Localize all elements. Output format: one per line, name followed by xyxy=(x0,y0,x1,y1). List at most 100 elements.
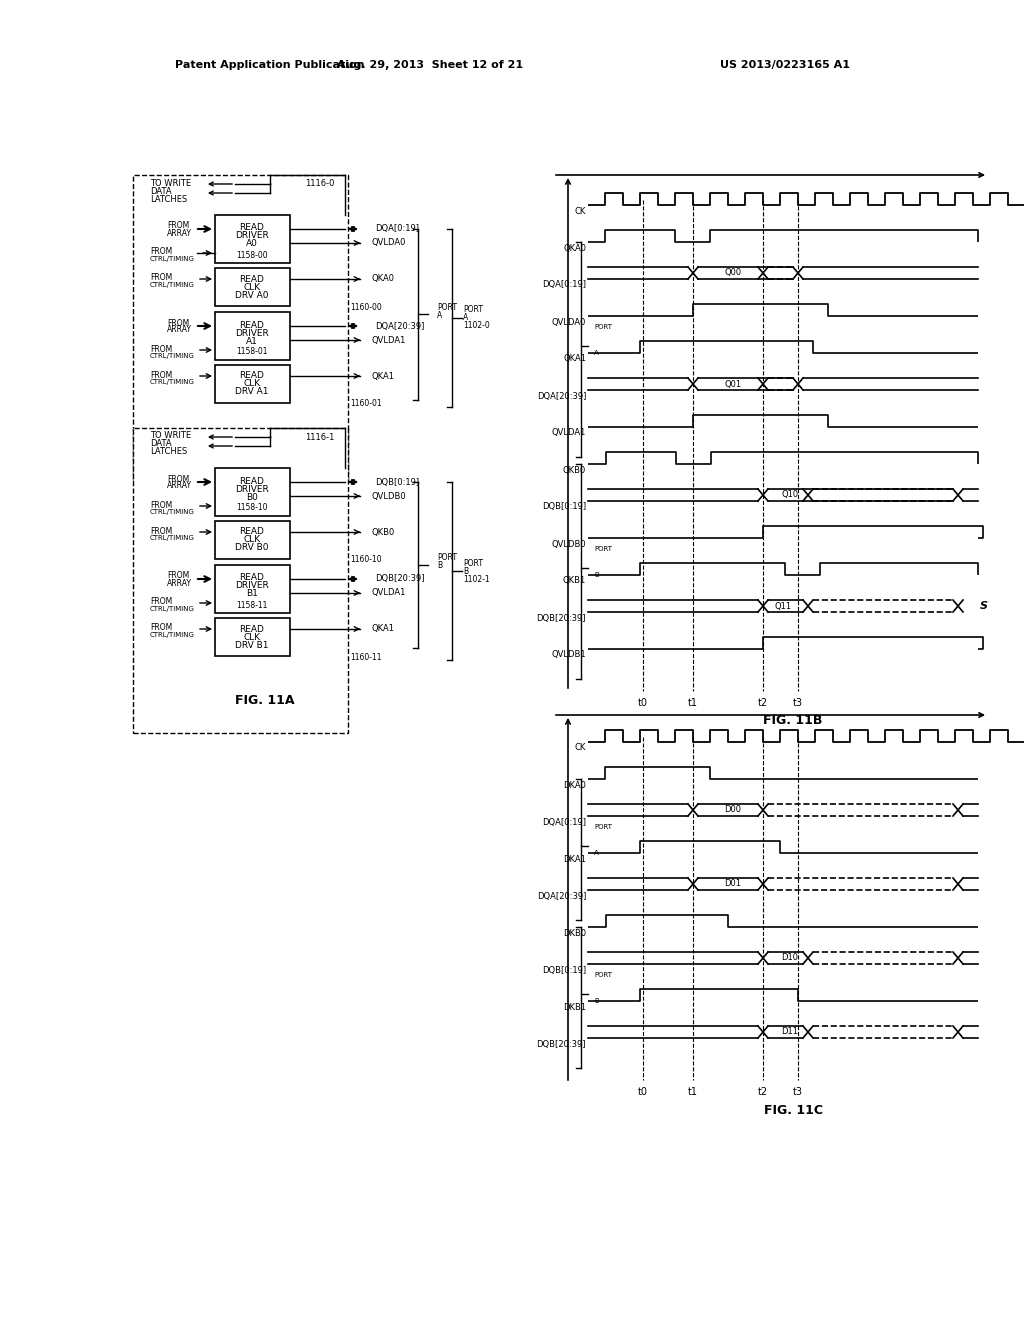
Text: DRIVER: DRIVER xyxy=(236,582,269,590)
Text: LATCHES: LATCHES xyxy=(150,194,187,203)
Text: 1160-11: 1160-11 xyxy=(350,652,382,661)
Text: S: S xyxy=(980,601,988,611)
Text: LATCHES: LATCHES xyxy=(150,447,187,457)
Text: PORT: PORT xyxy=(463,558,483,568)
Text: QKA1: QKA1 xyxy=(372,371,395,380)
Text: QKB0: QKB0 xyxy=(563,466,586,474)
Text: t1: t1 xyxy=(688,1086,698,1097)
Text: DQB[20:39]: DQB[20:39] xyxy=(537,1040,586,1048)
Text: READ: READ xyxy=(240,528,264,536)
Text: QKA1: QKA1 xyxy=(563,355,586,363)
Text: READ: READ xyxy=(240,275,264,284)
Text: DRV A1: DRV A1 xyxy=(236,388,268,396)
Text: DQB[20:39]: DQB[20:39] xyxy=(375,574,425,583)
Text: Q11: Q11 xyxy=(774,602,792,610)
Text: QVLDB1: QVLDB1 xyxy=(551,651,586,660)
Bar xyxy=(215,565,290,612)
Text: QKB1: QKB1 xyxy=(563,577,586,586)
Text: A: A xyxy=(594,350,599,356)
Text: US 2013/0223165 A1: US 2013/0223165 A1 xyxy=(720,59,850,70)
Text: READ: READ xyxy=(240,477,264,486)
Text: CTRL/TIMING: CTRL/TIMING xyxy=(150,632,195,638)
Bar xyxy=(215,469,290,516)
Text: DKA1: DKA1 xyxy=(563,854,586,863)
Text: 1158-00: 1158-00 xyxy=(237,251,268,260)
Text: DQB[0:19]: DQB[0:19] xyxy=(375,478,419,487)
Text: DQB[0:19]: DQB[0:19] xyxy=(542,503,586,511)
Text: Aug. 29, 2013  Sheet 12 of 21: Aug. 29, 2013 Sheet 12 of 21 xyxy=(337,59,523,70)
Text: B: B xyxy=(437,561,442,570)
Text: PORT: PORT xyxy=(594,325,612,330)
Text: CTRL/TIMING: CTRL/TIMING xyxy=(150,379,195,385)
Text: DRV A0: DRV A0 xyxy=(236,290,268,300)
Text: t2: t2 xyxy=(758,698,768,708)
Text: B1: B1 xyxy=(246,590,258,598)
Bar xyxy=(215,366,290,403)
Text: Q10: Q10 xyxy=(781,491,799,499)
Text: FROM: FROM xyxy=(150,345,172,354)
Text: DRIVER: DRIVER xyxy=(236,484,269,494)
Text: 1160-01: 1160-01 xyxy=(350,400,382,408)
Text: QKA0: QKA0 xyxy=(563,243,586,252)
Text: FROM: FROM xyxy=(150,371,172,380)
Text: B: B xyxy=(594,572,599,578)
Text: FROM: FROM xyxy=(167,572,189,581)
Text: QKA0: QKA0 xyxy=(372,275,395,284)
Text: DRV B0: DRV B0 xyxy=(236,544,268,553)
Text: PORT: PORT xyxy=(463,305,483,314)
Text: CLK: CLK xyxy=(244,632,260,642)
Text: DQA[20:39]: DQA[20:39] xyxy=(537,891,586,900)
Text: 1160-00: 1160-00 xyxy=(350,302,382,312)
Text: 1102-0: 1102-0 xyxy=(463,322,489,330)
Text: 1158-11: 1158-11 xyxy=(237,601,267,610)
Text: A0: A0 xyxy=(246,239,258,248)
Text: t2: t2 xyxy=(758,1086,768,1097)
Text: QVLDA1: QVLDA1 xyxy=(372,335,407,345)
Text: 1160-10: 1160-10 xyxy=(350,556,382,565)
Bar xyxy=(133,428,348,733)
Text: CTRL/TIMING: CTRL/TIMING xyxy=(150,282,195,288)
Text: 1102-1: 1102-1 xyxy=(463,574,489,583)
Text: QVLDB0: QVLDB0 xyxy=(551,540,586,549)
Text: READ: READ xyxy=(240,321,264,330)
Text: Patent Application Publication: Patent Application Publication xyxy=(175,59,365,70)
Text: QVLDA1: QVLDA1 xyxy=(372,589,407,598)
Text: A1: A1 xyxy=(246,337,258,346)
Text: READ: READ xyxy=(240,371,264,380)
Bar xyxy=(215,215,290,263)
Text: ARRAY: ARRAY xyxy=(167,578,193,587)
Text: t0: t0 xyxy=(638,1086,648,1097)
Text: DQB[0:19]: DQB[0:19] xyxy=(542,965,586,974)
Text: CLK: CLK xyxy=(244,380,260,388)
Text: PORT: PORT xyxy=(594,546,612,552)
Text: QVLDA0: QVLDA0 xyxy=(372,239,407,248)
Text: D00: D00 xyxy=(725,805,741,814)
Text: DQA[20:39]: DQA[20:39] xyxy=(537,392,586,400)
Text: DKB1: DKB1 xyxy=(563,1002,586,1011)
Text: CK: CK xyxy=(574,206,586,215)
Text: FROM: FROM xyxy=(167,222,189,231)
Text: FROM: FROM xyxy=(150,273,172,282)
Text: A: A xyxy=(594,850,599,855)
Text: D11: D11 xyxy=(781,1027,799,1036)
Text: DRIVER: DRIVER xyxy=(236,231,269,240)
Text: t1: t1 xyxy=(688,698,698,708)
Text: t3: t3 xyxy=(793,698,803,708)
Text: B0: B0 xyxy=(246,492,258,502)
Text: TO WRITE: TO WRITE xyxy=(150,178,191,187)
Text: DKA0: DKA0 xyxy=(563,780,586,789)
Text: DRIVER: DRIVER xyxy=(236,329,269,338)
Text: FROM: FROM xyxy=(167,318,189,327)
Text: TO WRITE: TO WRITE xyxy=(150,432,191,441)
Text: CLK: CLK xyxy=(244,536,260,544)
Text: B: B xyxy=(463,566,468,576)
Text: ARRAY: ARRAY xyxy=(167,326,193,334)
Text: PORT: PORT xyxy=(594,972,612,978)
Text: CTRL/TIMING: CTRL/TIMING xyxy=(150,606,195,612)
Text: DQA[0:19]: DQA[0:19] xyxy=(542,817,586,826)
Text: FROM: FROM xyxy=(167,474,189,483)
Text: DQA[0:19]: DQA[0:19] xyxy=(375,224,419,234)
Text: 1116-1: 1116-1 xyxy=(305,433,335,441)
Text: FROM: FROM xyxy=(150,598,172,606)
Text: DQA[20:39]: DQA[20:39] xyxy=(375,322,424,330)
